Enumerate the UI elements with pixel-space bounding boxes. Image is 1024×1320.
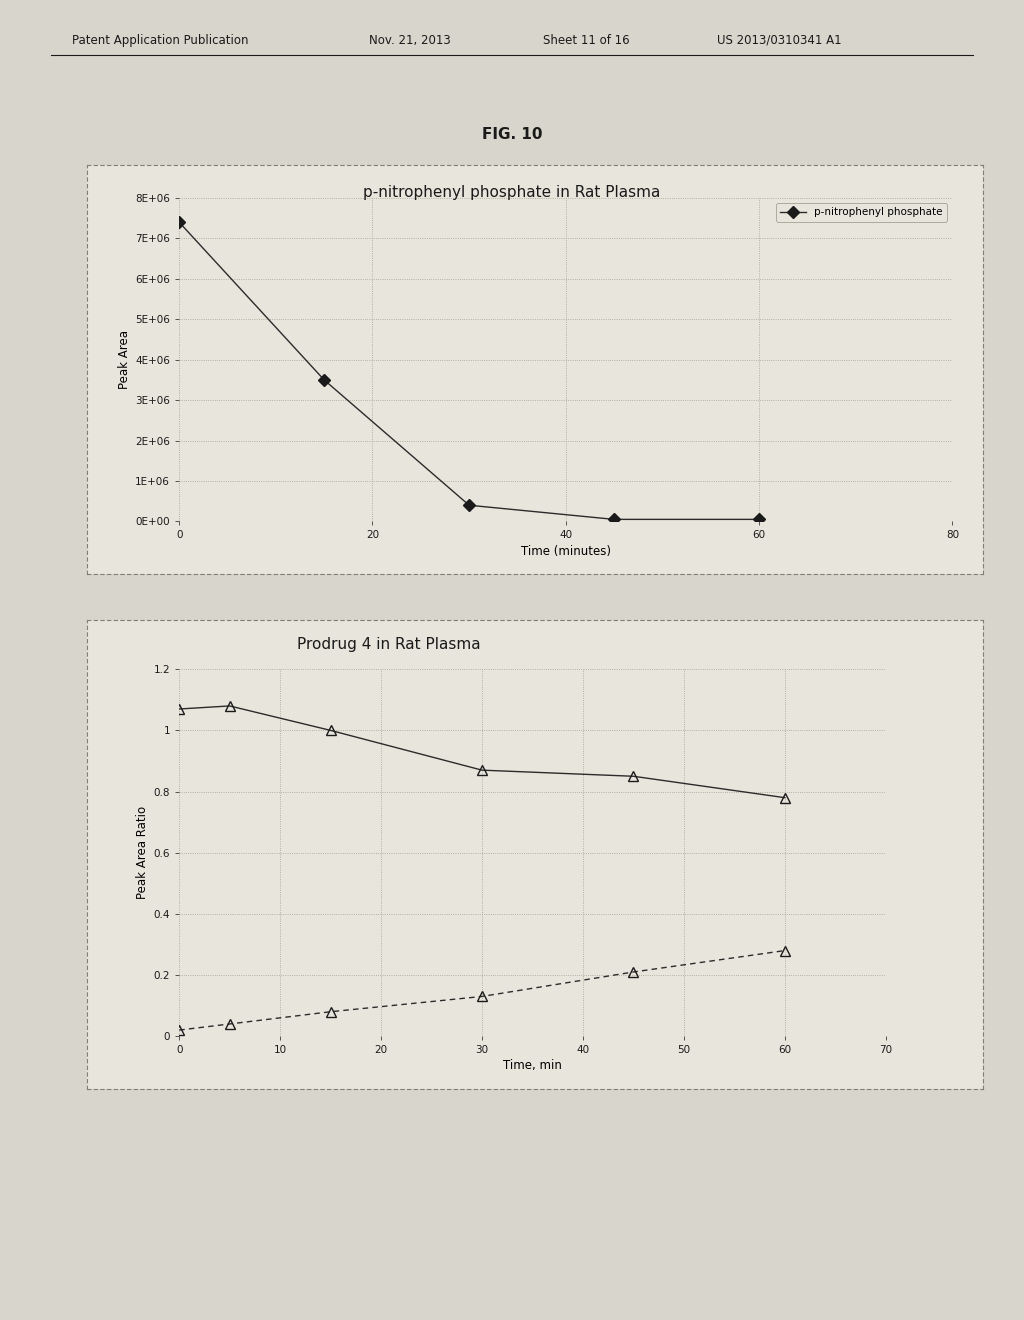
Text: Patent Application Publication: Patent Application Publication <box>72 33 248 46</box>
Text: FIG. 10: FIG. 10 <box>481 127 543 141</box>
p-nitrophenyl phosphate <box>173 214 185 230</box>
Y-axis label: Peak Area Ratio: Peak Area Ratio <box>136 807 150 899</box>
p-nitrophenyl phosphate <box>463 498 475 513</box>
p-nitrophenyl phosphate <box>753 511 765 527</box>
Prodrug 4 <box>476 762 488 777</box>
Drug 1 <box>223 1016 236 1032</box>
Prodrug 4 <box>325 722 337 738</box>
Prodrug 4 <box>173 701 185 717</box>
p-nitrophenyl phosphate <box>608 511 621 527</box>
p-nitrophenyl phosphate <box>318 372 331 388</box>
Text: p-nitrophenyl phosphate in Rat Plasma: p-nitrophenyl phosphate in Rat Plasma <box>364 185 660 199</box>
Text: Nov. 21, 2013: Nov. 21, 2013 <box>369 33 451 46</box>
Drug 1 <box>325 1003 337 1019</box>
Line: Drug 1: Drug 1 <box>174 945 790 1035</box>
Prodrug 4 <box>778 789 791 805</box>
Y-axis label: Peak Area: Peak Area <box>118 330 131 389</box>
Text: Sheet 11 of 16: Sheet 11 of 16 <box>543 33 630 46</box>
X-axis label: Time (minutes): Time (minutes) <box>521 545 610 557</box>
Line: p-nitrophenyl phosphate: p-nitrophenyl phosphate <box>175 218 763 524</box>
Prodrug 4 <box>628 768 640 784</box>
Text: Prodrug 4 in Rat Plasma: Prodrug 4 in Rat Plasma <box>297 638 481 652</box>
Drug 1 <box>476 989 488 1005</box>
Drug 1 <box>628 964 640 979</box>
Legend: p-nitrophenyl phosphate: p-nitrophenyl phosphate <box>776 203 947 222</box>
Text: US 2013/0310341 A1: US 2013/0310341 A1 <box>717 33 842 46</box>
Drug 1 <box>778 942 791 958</box>
X-axis label: Time, min: Time, min <box>503 1060 562 1072</box>
Prodrug 4 <box>223 698 236 714</box>
Drug 1 <box>173 1022 185 1038</box>
Line: Prodrug 4: Prodrug 4 <box>174 701 790 803</box>
